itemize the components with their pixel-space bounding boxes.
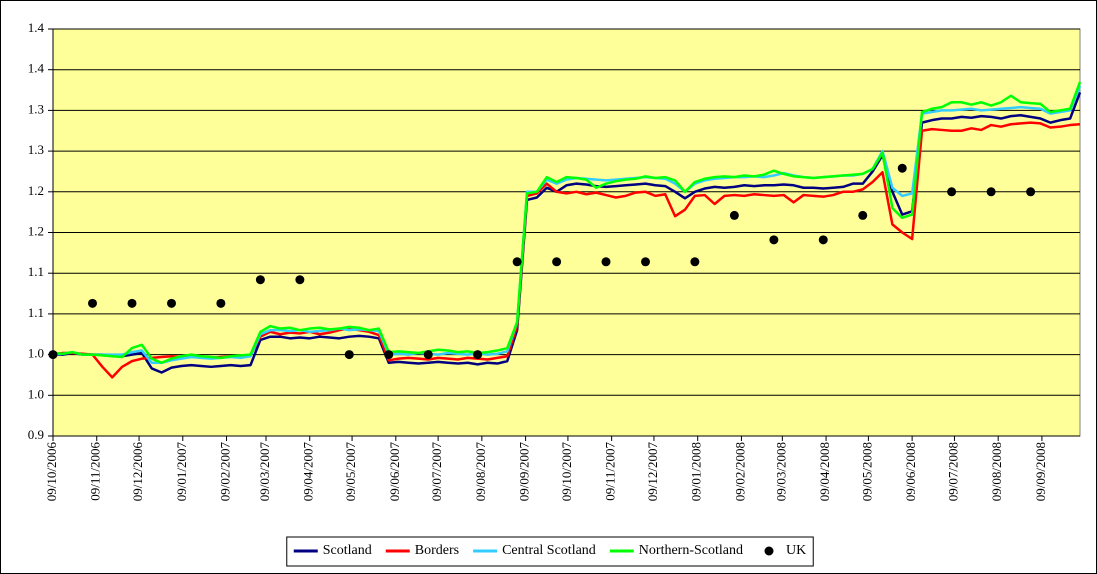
x-tick-label: 09/03/2008 [773, 442, 788, 501]
y-tick-label: 1.2 [28, 223, 44, 238]
marker [690, 257, 700, 267]
x-tick-label: 09/05/2008 [859, 442, 874, 501]
marker [48, 350, 58, 360]
x-tick-label: 09/09/2008 [1033, 442, 1048, 501]
x-tick-label: 09/08/2008 [989, 442, 1004, 501]
x-tick-label: 09/07/2008 [945, 442, 960, 501]
legend-box [286, 536, 814, 567]
marker [986, 187, 996, 197]
marker [344, 350, 354, 360]
y-tick-label: 1.1 [28, 305, 44, 320]
y-tick-label: 1.0 [28, 386, 44, 401]
x-tick-label: 09/12/2007 [645, 442, 660, 502]
marker [818, 235, 828, 245]
marker [167, 298, 176, 308]
legend-label: Northern-Scotland [639, 543, 743, 558]
x-tick-label: 09/03/2007 [257, 442, 272, 502]
legend: Scotland Borders Central Scotland Northern-… [286, 536, 814, 567]
x-tick-label: 09/09/2007 [517, 442, 532, 502]
legend-swatch [764, 546, 774, 556]
y-tick-label: 1.3 [28, 142, 44, 157]
x-tick-label: 09/04/2007 [301, 442, 316, 502]
marker [601, 257, 611, 267]
x-tick-label: 09/06/2007 [387, 442, 402, 502]
x-tick-label: 09/01/2008 [689, 442, 704, 501]
marker [769, 235, 779, 245]
x-tick-label: 09/05/2007 [343, 442, 358, 502]
x-tick-label: 09/10/2007 [559, 442, 574, 502]
y-tick-label: 1.0 [28, 346, 44, 361]
x-tick-label: 09/10/2006 [44, 442, 59, 502]
marker [947, 187, 957, 197]
x-tick-label: 09/11/2007 [603, 442, 618, 501]
x-tick-label: 09/12/2006 [130, 442, 145, 502]
marker [255, 275, 265, 285]
x-tick-label: 09/08/2007 [473, 442, 488, 502]
marker [552, 257, 562, 267]
y-tick-label: 1.1 [28, 264, 44, 279]
y-tick-label: 1.2 [28, 183, 44, 198]
x-tick-label: 09/02/2007 [218, 442, 233, 502]
marker [423, 350, 433, 360]
marker [729, 210, 739, 220]
y-tick-label: 1.4 [28, 61, 45, 76]
x-tick-label: 09/04/2008 [817, 442, 832, 501]
y-tick-label: 1.4 [28, 20, 45, 35]
marker [858, 210, 868, 220]
marker [384, 350, 394, 360]
marker [216, 298, 226, 308]
x-tick-label: 09/02/2008 [732, 442, 747, 501]
legend-label: Borders [415, 543, 459, 558]
x-tick-label: 09/06/2008 [903, 442, 918, 501]
y-tick-label: 1.3 [28, 101, 44, 116]
marker [127, 298, 137, 308]
marker [897, 163, 907, 173]
marker [295, 275, 305, 285]
marker [512, 257, 522, 267]
marker [88, 298, 97, 308]
marker [473, 350, 483, 360]
legend-label: Central Scotland [502, 543, 596, 558]
y-tick-label: 0.9 [28, 427, 44, 442]
legend-label: UK [786, 543, 806, 558]
series-line [52, 81, 1082, 364]
x-tick-label: 09/11/2006 [88, 442, 103, 501]
x-tick-label: 09/07/2007 [429, 442, 444, 502]
marker [641, 257, 650, 267]
x-tick-label: 09/01/2007 [174, 442, 189, 502]
legend-label: Scotland [323, 543, 372, 558]
series-line [53, 92, 1082, 374]
marker [1026, 187, 1036, 197]
